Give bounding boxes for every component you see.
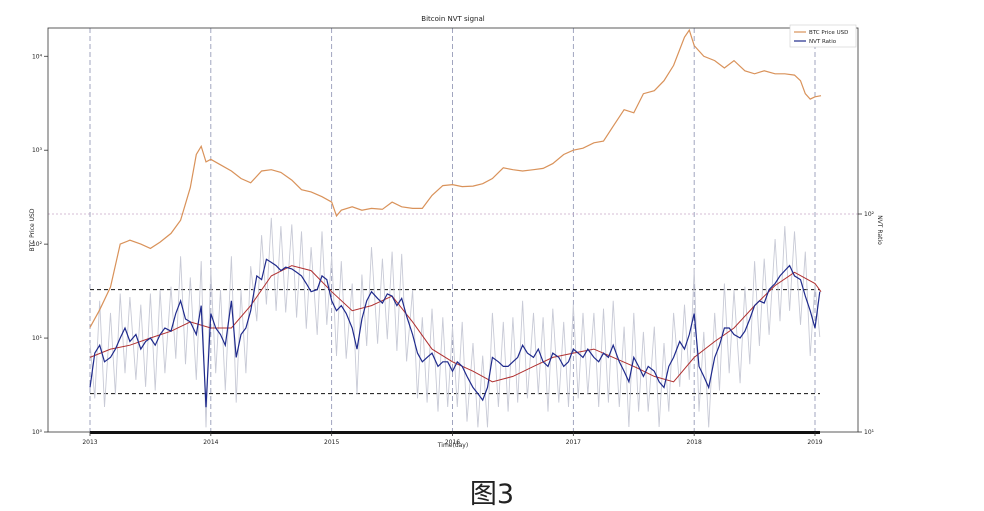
nvt-signal-chart: Bitcoin NVT signal 2013 2014 2015 2016 2017 2… [29,15,883,449]
x-tick-label: 2017 [566,439,581,446]
nvt-ratio-line [89,258,821,408]
y-axis-label-right: NVT Ratio [876,215,883,245]
legend: BTC Price USD NVT Ratio [789,24,857,48]
y-tick-label-left: 10¹ [32,335,43,342]
y-tick-label-right: 10² [864,211,875,218]
x-tick-label: 2014 [203,439,218,446]
y-tick-label-left: 10⁴ [32,53,43,60]
legend-label: NVT Ratio [809,39,837,45]
legend-label: BTC Price USD [809,30,848,36]
x-tick-label: 2018 [687,439,702,446]
legend-box [789,24,857,48]
nvt-raw-line [89,217,821,428]
x-axis-label: Time(day) [437,442,468,449]
x-tick-label: 2013 [82,439,97,446]
y-tick-label-left: 10³ [32,147,43,154]
figure-caption: 图3 [469,479,515,510]
x-tick-label: 2015 [324,439,339,446]
y-axis-label-left: BTC Price USD [29,208,36,251]
y-tick-label-left: 10² [32,241,43,248]
y-tick-label-right: 10¹ [864,429,875,436]
x-tick-label: 2019 [807,439,822,446]
y-tick-label-left: 10⁰ [32,429,43,436]
axes-ticks: 2013 2014 2015 2016 2017 2018 2019 10⁰ 10¹ 10² 10³… [32,53,875,446]
x-tick-label: 2016 [445,439,460,446]
chart-title: Bitcoin NVT signal [421,15,485,23]
grid-lines [89,28,816,432]
btc-price-line [89,28,822,328]
series-layer [89,28,822,428]
